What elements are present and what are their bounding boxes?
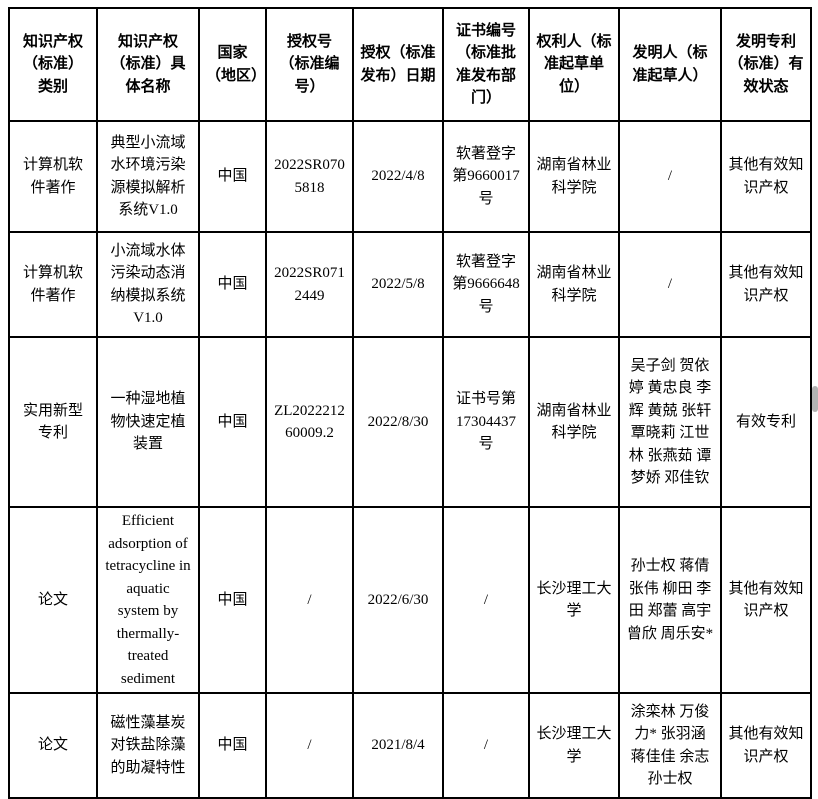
cell-inventors: 涂栾林 万俊力* 张羽涵 蒋佳佳 余志 孙士权 [618,692,722,799]
cell-validity-status: 其他有效知识产权 [720,120,812,233]
table-row: 计算机软件著作 小流域水体污染动态消纳模拟系统V1.0 中国 2022SR071… [8,231,812,338]
cell-country: 中国 [198,506,267,694]
column-header-rights-holder: 权利人（标准起草单位） [528,7,620,122]
cell-authorization-number: ZL202221260009.2 [265,336,354,508]
cell-certificate-number: / [442,692,530,799]
cell-certificate-number: / [442,506,530,694]
cell-authorization-number: / [265,692,354,799]
cell-authorization-date: 2021/8/4 [352,692,444,799]
cell-authorization-date: 2022/8/30 [352,336,444,508]
vertical-scrollbar-thumb[interactable] [812,386,818,412]
intellectual-property-table: 知识产权（标准）类别 知识产权（标准）具体名称 国家（地区） 授权号（标准编号）… [8,7,812,799]
table-row: 论文 磁性藻基炭对铁盐除藻的助凝特性 中国 / 2021/8/4 / 长沙理工大… [8,692,812,799]
column-header-ip-name: 知识产权（标准）具体名称 [96,7,200,122]
table-row: 计算机软件著作 典型小流域水环境污染源模拟解析系统V1.0 中国 2022SR0… [8,120,812,233]
cell-ip-name: 典型小流域水环境污染源模拟解析系统V1.0 [96,120,200,233]
cell-authorization-date: 2022/5/8 [352,231,444,338]
cell-rights-holder: 湖南省林业科学院 [528,336,620,508]
cell-ip-name: 一种湿地植物快速定植装置 [96,336,200,508]
table-header-row: 知识产权（标准）类别 知识产权（标准）具体名称 国家（地区） 授权号（标准编号）… [8,7,812,122]
cell-ip-name: 小流域水体污染动态消纳模拟系统V1.0 [96,231,200,338]
table-row: 实用新型专利 一种湿地植物快速定植装置 中国 ZL202221260009.2 … [8,336,812,508]
cell-authorization-date: 2022/4/8 [352,120,444,233]
cell-rights-holder: 长沙理工大学 [528,692,620,799]
cell-country: 中国 [198,231,267,338]
cell-ip-name: 磁性藻基炭对铁盐除藻的助凝特性 [96,692,200,799]
cell-ip-name: Efficient adsorption of tetracycline in … [96,506,200,694]
column-header-country: 国家（地区） [198,7,267,122]
cell-ip-category: 计算机软件著作 [8,231,98,338]
cell-ip-category: 实用新型专利 [8,336,98,508]
column-header-validity-status: 发明专利（标准）有效状态 [720,7,812,122]
cell-authorization-date: 2022/6/30 [352,506,444,694]
cell-country: 中国 [198,692,267,799]
column-header-ip-category: 知识产权（标准）类别 [8,7,98,122]
cell-rights-holder: 湖南省林业科学院 [528,231,620,338]
cell-rights-holder: 长沙理工大学 [528,506,620,694]
table-row: 论文 Efficient adsorption of tetracycline … [8,506,812,694]
cell-ip-category: 论文 [8,506,98,694]
cell-authorization-number: 2022SR0705818 [265,120,354,233]
cell-validity-status: 有效专利 [720,336,812,508]
cell-validity-status: 其他有效知识产权 [720,506,812,694]
cell-country: 中国 [198,336,267,508]
cell-ip-category: 计算机软件著作 [8,120,98,233]
cell-authorization-number: 2022SR0712449 [265,231,354,338]
cell-certificate-number: 软著登字第9660017号 [442,120,530,233]
cell-inventors: / [618,120,722,233]
cell-inventors: / [618,231,722,338]
column-header-inventors: 发明人（标准起草人） [618,7,722,122]
cell-certificate-number: 软著登字第9666648号 [442,231,530,338]
column-header-authorization-date: 授权（标准发布）日期 [352,7,444,122]
cell-ip-category: 论文 [8,692,98,799]
cell-authorization-number: / [265,506,354,694]
cell-inventors: 孙士权 蒋倩 张伟 柳田 李田 郑蕾 高宇 曾欣 周乐安* [618,506,722,694]
cell-validity-status: 其他有效知识产权 [720,692,812,799]
column-header-certificate-number: 证书编号（标准批准发布部门） [442,7,530,122]
column-header-authorization-number: 授权号（标准编号） [265,7,354,122]
cell-country: 中国 [198,120,267,233]
cell-inventors: 吴子剑 贺依婷 黄忠良 李辉 黄兢 张轩 覃晓莉 江世林 张燕茹 谭梦娇 邓佳钦 [618,336,722,508]
cell-rights-holder: 湖南省林业科学院 [528,120,620,233]
cell-certificate-number: 证书号第17304437号 [442,336,530,508]
cell-validity-status: 其他有效知识产权 [720,231,812,338]
